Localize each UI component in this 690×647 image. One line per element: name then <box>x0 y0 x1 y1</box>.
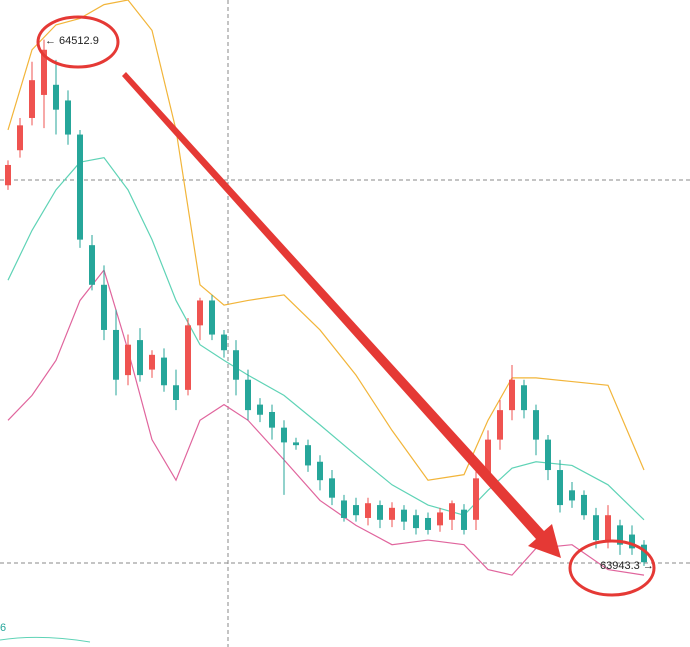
candle-body <box>605 515 611 541</box>
candle-body <box>509 379 515 411</box>
candle-body <box>521 385 527 411</box>
candle-body <box>245 379 251 411</box>
candle-body <box>389 507 395 520</box>
candle-body <box>629 534 635 549</box>
plot <box>5 0 647 576</box>
candle-body <box>413 515 419 529</box>
candle-body <box>17 125 23 151</box>
candle-body <box>485 439 491 479</box>
price-label: ← 64512.9 <box>45 35 99 47</box>
candle-body <box>269 411 275 428</box>
candle-body <box>365 503 371 518</box>
candle-body <box>29 80 35 118</box>
candle-body <box>197 300 203 326</box>
candle-body <box>329 478 335 498</box>
candle-body <box>41 49 47 95</box>
candle-body <box>641 544 647 563</box>
highlight-circle <box>36 15 120 69</box>
candle-body <box>473 478 479 520</box>
candle-body <box>137 340 143 376</box>
candle-body <box>257 404 263 415</box>
candle-body <box>209 300 215 335</box>
candle-body <box>341 500 347 518</box>
candle-body <box>533 410 539 440</box>
band-line <box>7 156 645 521</box>
candle-body <box>101 284 107 330</box>
candle-body <box>317 461 323 481</box>
candle-body <box>581 494 587 516</box>
price-label: 63943.3 → <box>600 560 654 572</box>
candle-body <box>125 344 131 376</box>
candle-body <box>173 385 179 400</box>
candle-body <box>353 505 359 516</box>
highlight-circle <box>568 539 656 597</box>
candle-body <box>149 354 155 370</box>
indicator-line <box>0 636 91 643</box>
indicator-label: 6 <box>0 622 6 634</box>
candle-body <box>65 100 71 135</box>
candle-body <box>293 442 299 446</box>
arrow <box>122 72 561 558</box>
candle-body <box>569 490 575 501</box>
candle-body <box>593 515 599 541</box>
candle-body <box>233 350 239 380</box>
candle-body <box>617 525 623 545</box>
candle-body <box>437 512 443 526</box>
candle-body <box>425 517 431 530</box>
candle-body <box>497 410 503 440</box>
candle-body <box>77 134 83 240</box>
candle-body <box>53 84 59 110</box>
candle-body <box>185 325 191 390</box>
candle-body <box>545 439 551 471</box>
candle-body <box>557 470 563 506</box>
candle-body <box>449 503 455 520</box>
candle-body <box>377 505 383 520</box>
candle-body <box>161 357 167 386</box>
candle-body <box>401 509 407 522</box>
candle-body <box>89 245 95 285</box>
candle-body <box>281 427 287 443</box>
band-line <box>7 0 645 481</box>
candle-body <box>113 329 119 380</box>
candle-body <box>221 334 227 351</box>
candle-body <box>305 445 311 466</box>
candle-body <box>461 509 467 530</box>
candle-body <box>5 164 11 186</box>
